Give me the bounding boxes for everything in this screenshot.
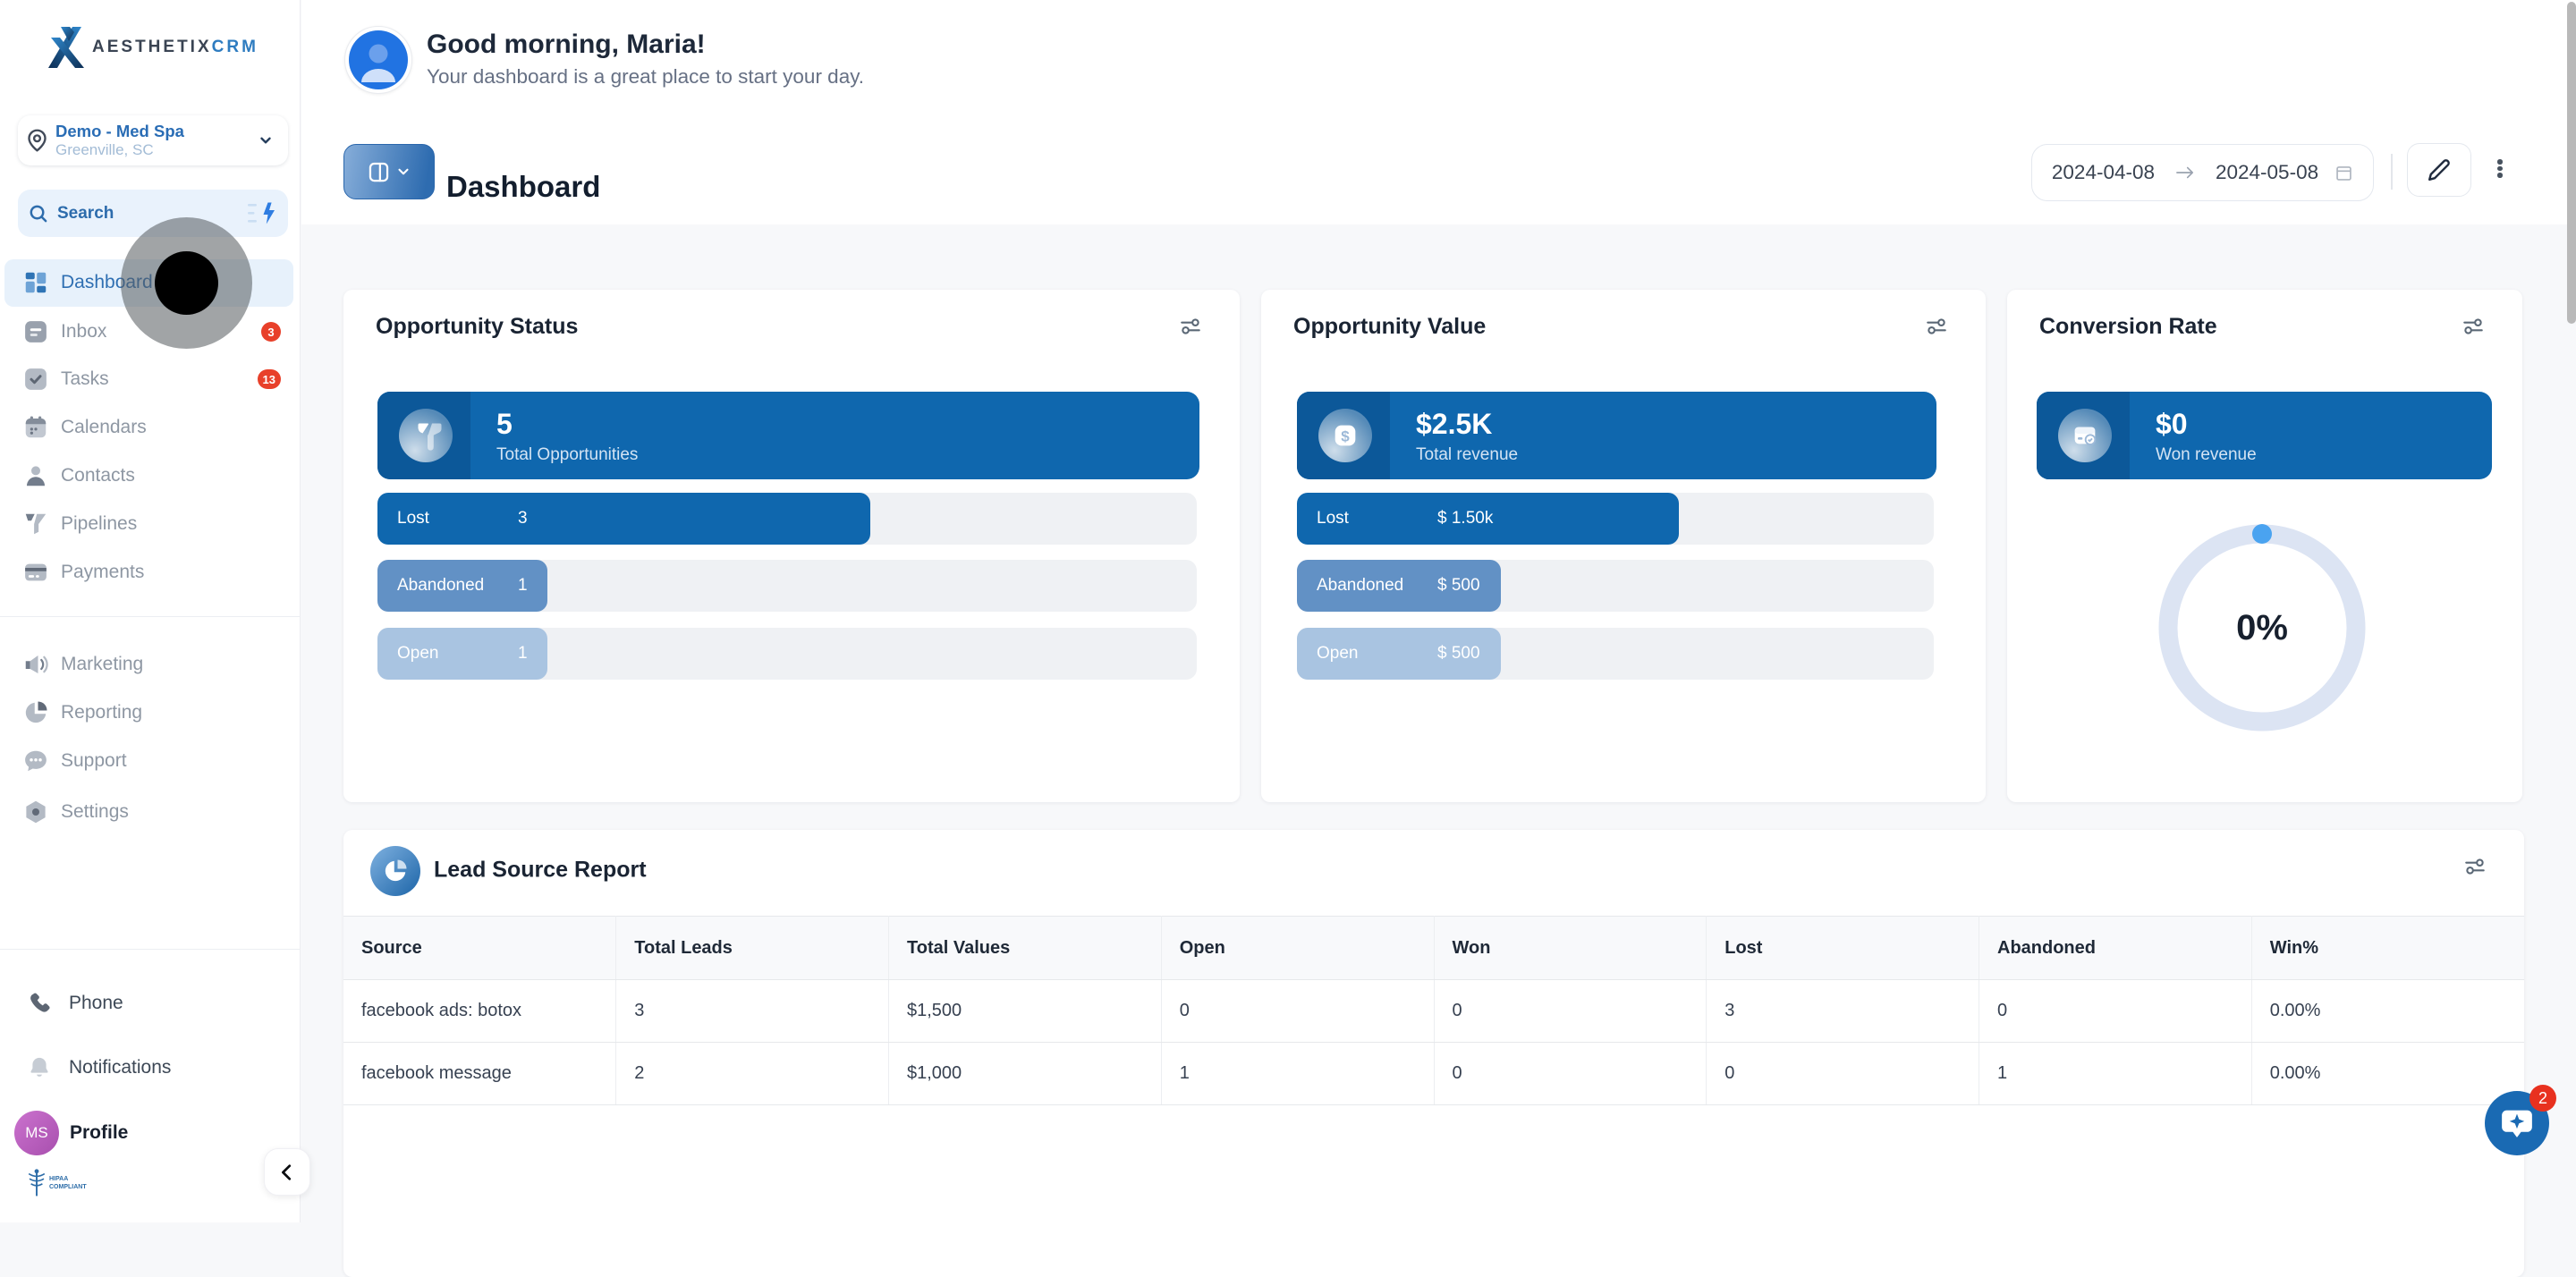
svg-text:$: $ [1341,427,1350,444]
